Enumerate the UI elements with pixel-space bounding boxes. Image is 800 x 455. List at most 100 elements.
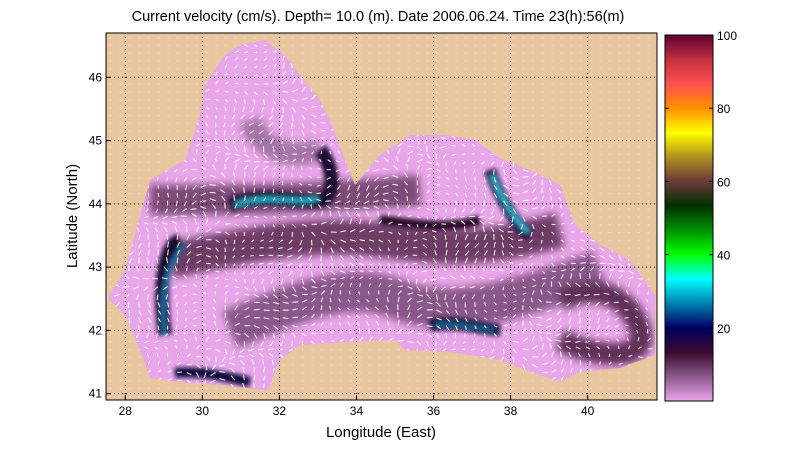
velocity-arrow bbox=[181, 216, 187, 217]
velocity-arrow bbox=[283, 107, 284, 113]
velocity-arrow bbox=[254, 188, 255, 193]
velocity-arrow bbox=[216, 115, 217, 119]
velocity-arrow bbox=[589, 318, 590, 324]
colorbar-tick-label: 80 bbox=[717, 102, 731, 116]
velocity-arrow bbox=[292, 317, 298, 318]
velocity-arrow bbox=[452, 349, 456, 350]
velocity-arrow bbox=[600, 273, 601, 279]
velocity-arrow bbox=[254, 99, 255, 104]
velocity-arrow bbox=[234, 107, 235, 111]
y-tick-label: 43 bbox=[89, 260, 103, 274]
velocity-arrow bbox=[474, 226, 475, 232]
x-tick-label: 28 bbox=[119, 404, 133, 418]
velocity-arrow bbox=[436, 185, 440, 186]
x-tick-label: 32 bbox=[273, 404, 287, 418]
velocity-arrow bbox=[157, 177, 158, 180]
velocity-arrow bbox=[503, 287, 504, 291]
velocity-arrow bbox=[210, 185, 216, 186]
velocity-arrow bbox=[264, 180, 265, 185]
velocity-arrow bbox=[210, 192, 216, 193]
x-tick-label: 38 bbox=[504, 404, 518, 418]
colorbar-tick-label: 60 bbox=[717, 175, 731, 189]
velocity-arrow bbox=[196, 150, 197, 154]
y-tick-label: 44 bbox=[89, 197, 103, 211]
velocity-arrow bbox=[398, 286, 403, 287]
velocity-arrow bbox=[465, 170, 466, 173]
velocity-arrow bbox=[283, 216, 287, 217]
velocity-arrow bbox=[580, 263, 585, 264]
velocity-arrow bbox=[408, 146, 414, 147]
velocity-arrow bbox=[292, 115, 293, 121]
velocity-arrow bbox=[225, 224, 230, 225]
velocity-arrow bbox=[561, 351, 562, 356]
x-tick-label: 40 bbox=[581, 404, 595, 418]
velocity-arrow bbox=[465, 333, 466, 337]
chart-title: Current velocity (cm/s). Depth= 10.0 (m)… bbox=[132, 9, 625, 25]
velocity-arrow bbox=[523, 200, 529, 201]
velocity-arrow bbox=[225, 164, 226, 170]
velocity-arrow bbox=[311, 204, 312, 209]
velocity-arrow bbox=[580, 318, 581, 324]
velocity-arrow bbox=[397, 204, 398, 209]
velocity-arrow bbox=[283, 92, 289, 93]
velocity-arrow bbox=[177, 234, 178, 240]
velocity-arrow bbox=[460, 216, 465, 217]
velocity-arrow bbox=[225, 107, 226, 111]
velocity-arrow bbox=[638, 357, 643, 358]
velocity-arrow bbox=[490, 154, 494, 155]
velocity-arrow bbox=[216, 357, 217, 363]
velocity-arrow bbox=[369, 271, 373, 272]
velocity-arrow bbox=[321, 305, 322, 310]
velocity-arrow bbox=[541, 240, 542, 244]
y-tick-label: 41 bbox=[89, 387, 103, 401]
colorbar bbox=[665, 35, 713, 401]
velocity-arrow bbox=[456, 302, 457, 307]
velocity-arrow bbox=[565, 341, 571, 342]
velocity-arrow bbox=[397, 263, 398, 267]
velocity-arrow bbox=[350, 271, 355, 272]
velocity-arrow bbox=[344, 208, 350, 209]
colorbar-tick-label: 20 bbox=[717, 322, 731, 336]
velocity-arrow bbox=[407, 196, 408, 201]
y-axis-label: Latitude (North) bbox=[64, 164, 81, 268]
velocity-arrow bbox=[552, 248, 553, 251]
velocity-arrow bbox=[571, 273, 572, 279]
velocity-arrow bbox=[264, 384, 265, 388]
velocity-arrow bbox=[205, 283, 206, 287]
velocity-arrow bbox=[177, 380, 182, 381]
velocity-arrow bbox=[225, 263, 226, 267]
x-axis-label: Longitude (East) bbox=[326, 424, 436, 441]
y-tick-label: 42 bbox=[89, 323, 103, 337]
y-tick-label: 45 bbox=[89, 134, 103, 148]
velocity-arrow bbox=[142, 278, 148, 279]
velocity-arrow bbox=[168, 185, 169, 189]
velocity-arrow bbox=[167, 234, 168, 240]
velocity-arrow bbox=[148, 201, 149, 205]
velocity-arrow bbox=[417, 189, 418, 193]
colorbar-tick-label: 100 bbox=[717, 29, 737, 43]
velocity-arrow bbox=[446, 333, 447, 338]
velocity-arrow bbox=[498, 224, 504, 225]
velocity-arrow bbox=[225, 203, 226, 209]
velocity-arrow bbox=[417, 224, 418, 227]
velocity-arrow bbox=[282, 181, 283, 185]
x-tick-label: 30 bbox=[196, 404, 210, 418]
velocity-arrow bbox=[244, 172, 245, 178]
velocity-arrow bbox=[317, 193, 322, 194]
velocity-arrow bbox=[157, 354, 158, 357]
velocity-arrow bbox=[216, 211, 217, 217]
velocity-arrow bbox=[278, 255, 283, 256]
velocity-arrow bbox=[177, 257, 178, 263]
y-tick-label: 46 bbox=[89, 70, 103, 84]
velocity-arrow bbox=[273, 189, 274, 193]
velocity-arrow bbox=[225, 298, 226, 302]
velocity-arrow bbox=[518, 240, 523, 241]
velocity-arrow bbox=[206, 348, 211, 349]
velocity-arrow bbox=[158, 185, 159, 189]
velocity-arrow bbox=[513, 185, 519, 186]
velocity-arrow bbox=[441, 138, 446, 139]
velocity-arrow bbox=[250, 255, 254, 256]
velocity-arrow bbox=[177, 302, 178, 307]
velocity-arrow bbox=[321, 263, 322, 269]
